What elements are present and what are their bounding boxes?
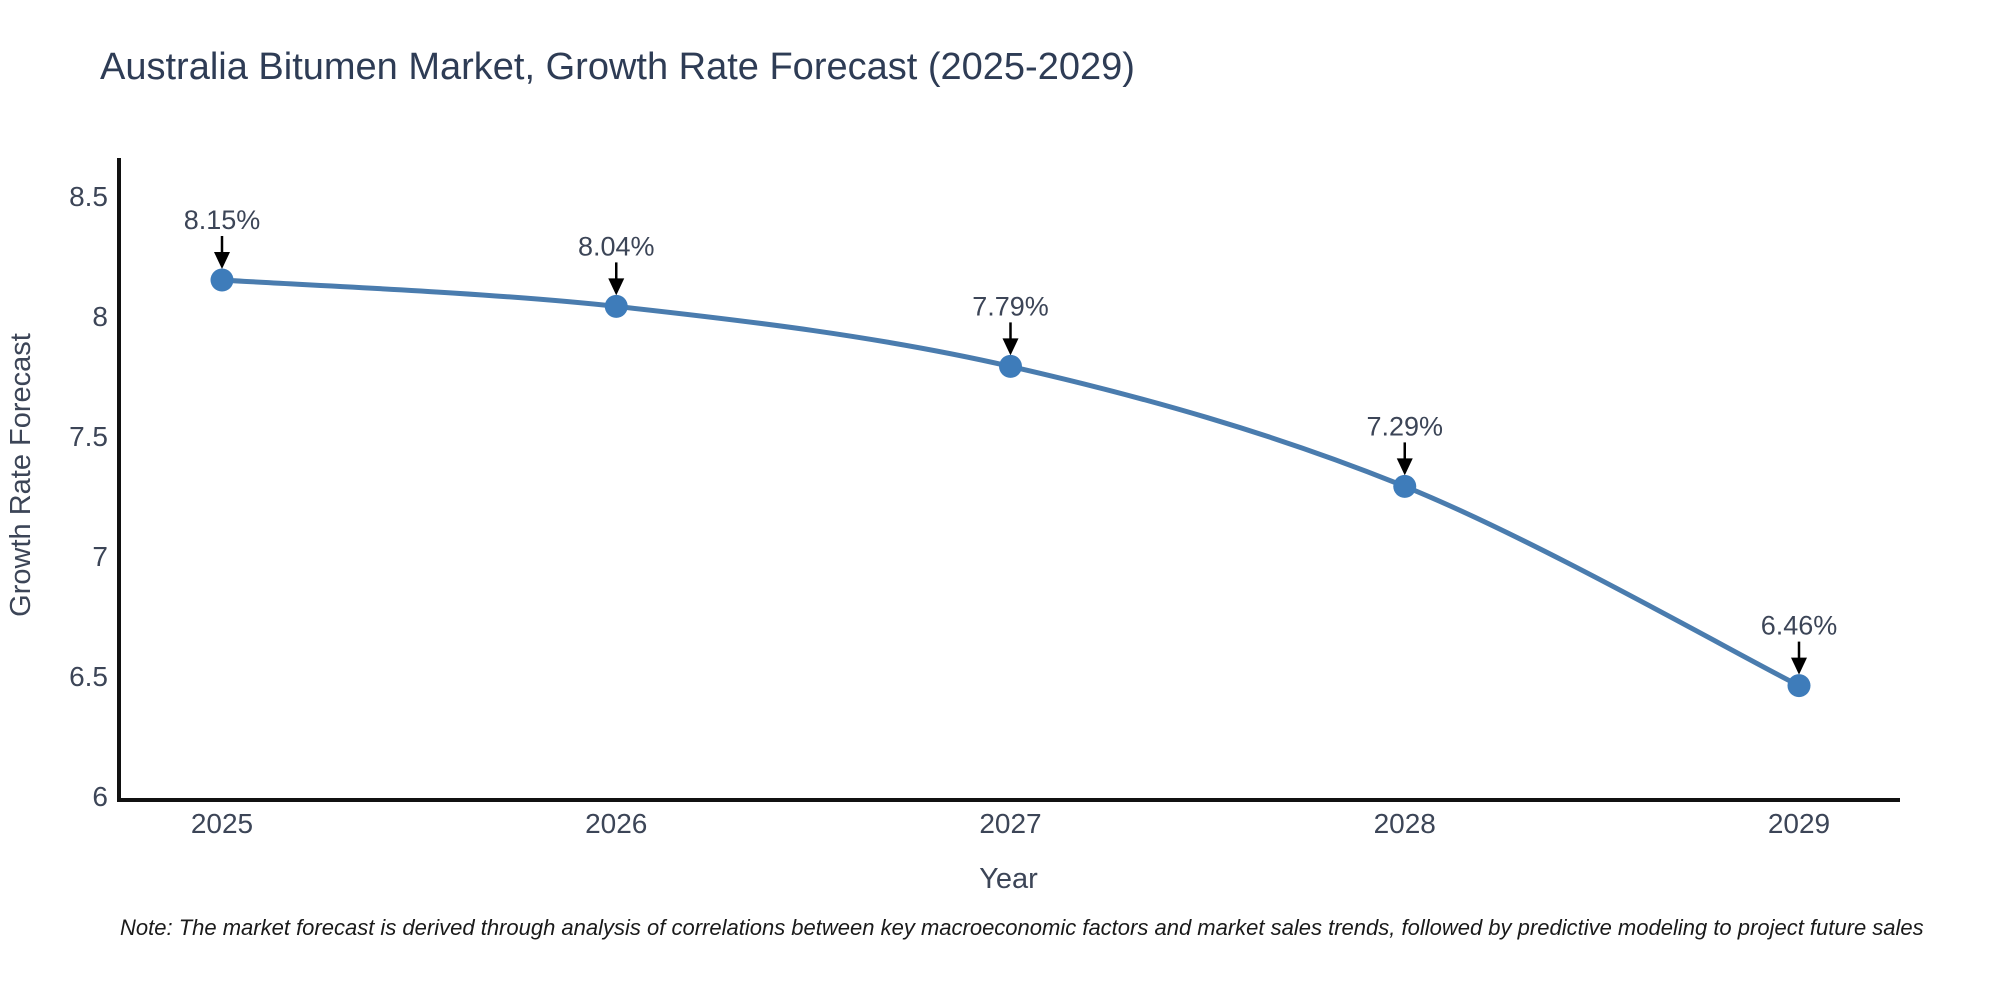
y-tick-label: 7 bbox=[92, 541, 108, 572]
data-point-2027 bbox=[999, 354, 1022, 378]
annotation-arrowhead-2028 bbox=[1396, 458, 1413, 476]
y-axis-title: Growth Rate Forecast bbox=[5, 333, 37, 617]
data-point-2028 bbox=[1393, 474, 1417, 498]
annotation-arrowhead-2026 bbox=[608, 278, 625, 296]
data-point-2025 bbox=[210, 268, 234, 292]
x-axis-title: Year bbox=[979, 863, 1038, 895]
x-tick-label: 2028 bbox=[1374, 808, 1436, 839]
y-axis-line bbox=[117, 158, 121, 802]
y-tick-label: 7.5 bbox=[69, 421, 108, 452]
y-tick-label: 6 bbox=[92, 781, 108, 812]
annotation-label-2027: 7.79% bbox=[972, 291, 1049, 321]
annotation-label-2028: 7.29% bbox=[1366, 411, 1443, 441]
x-axis-line bbox=[117, 798, 1900, 802]
data-point-2029 bbox=[1787, 674, 1811, 698]
annotation-arrowhead-2029 bbox=[1791, 657, 1807, 675]
annotation-arrowhead-2027 bbox=[1002, 338, 1019, 356]
chart-title: Australia Bitumen Market, Growth Rate Fo… bbox=[100, 46, 1135, 88]
y-tick-label: 8 bbox=[92, 301, 108, 332]
x-tick-label: 2026 bbox=[585, 808, 647, 839]
x-tick-label: 2027 bbox=[979, 808, 1041, 839]
y-tick-label: 6.5 bbox=[69, 661, 108, 692]
annotation-label-2029: 6.46% bbox=[1761, 611, 1838, 641]
y-tick-label: 8.5 bbox=[69, 181, 108, 212]
chart-footnote: Note: The market forecast is derived thr… bbox=[120, 915, 1924, 940]
annotation-label-2025: 8.15% bbox=[184, 205, 261, 235]
x-tick-label: 2029 bbox=[1768, 808, 1830, 839]
data-point-2026 bbox=[604, 294, 628, 318]
annotation-arrowhead-2025 bbox=[214, 252, 230, 269]
x-tick-label: 2025 bbox=[191, 808, 253, 839]
annotation-label-2026: 8.04% bbox=[578, 231, 655, 261]
